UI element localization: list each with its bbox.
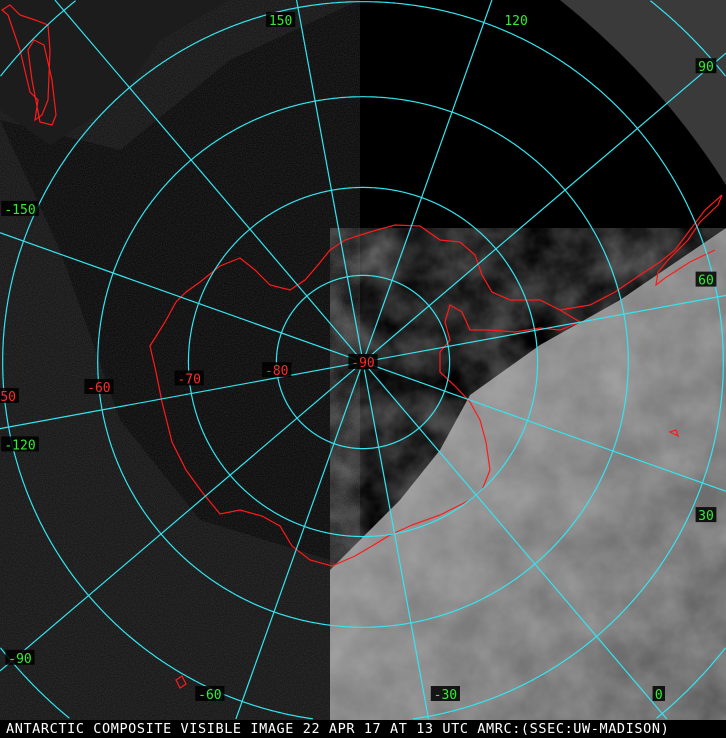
latitude-circle [2,1,724,720]
longitude-label: 90 [698,60,714,75]
longitude-line [0,362,356,430]
new-zealand-coastline [0,4,57,126]
longitude-line [0,232,356,360]
longitude-label: -90 [8,652,31,667]
longitude-line [235,369,361,720]
latitude-label: -60 [87,381,110,396]
longitude-label: 150 [269,14,292,29]
longitude-line [370,294,726,362]
grid-labels: 150 120 90 60 30 0 -30 -60 -90 -120 -150 -90 -80 -70 -… [0,12,717,703]
latitude-label: -50 [0,390,16,405]
latitude-circle [0,0,726,719]
latitude-circle [275,274,451,450]
longitude-line [365,0,493,355]
longitude-label: -60 [198,688,221,703]
graticule [0,0,726,720]
longitude-label: 60 [698,274,714,289]
longitude-label: 0 [655,688,663,703]
latitude-label: -90 [351,356,374,371]
longitude-label: 120 [504,14,527,29]
longitude-line [363,369,430,720]
image-caption: ANTARCTIC COMPOSITE VISIBLE IMAGE 22 APR… [6,721,670,737]
antarctic-peninsula-coastline [559,194,723,311]
longitude-line [0,366,358,672]
latitude-label: -80 [265,364,288,379]
top-right-imagery-region [560,0,726,185]
latitude-label: -70 [177,372,200,387]
longitude-label: -30 [434,688,457,703]
longitude-label: -150 [4,203,35,218]
longitude-line [370,364,726,492]
longitude-line [295,0,363,355]
longitude-line [367,367,668,720]
longitude-line [368,52,726,358]
latitude-circle [187,186,539,538]
top-left-imagery-region [0,0,230,145]
island-coastline [175,429,680,689]
longitude-label: -120 [4,438,35,453]
coastline [0,4,723,689]
longitude-label: 30 [698,509,714,524]
longitude-line [54,0,359,357]
latitude-circle [97,96,629,628]
